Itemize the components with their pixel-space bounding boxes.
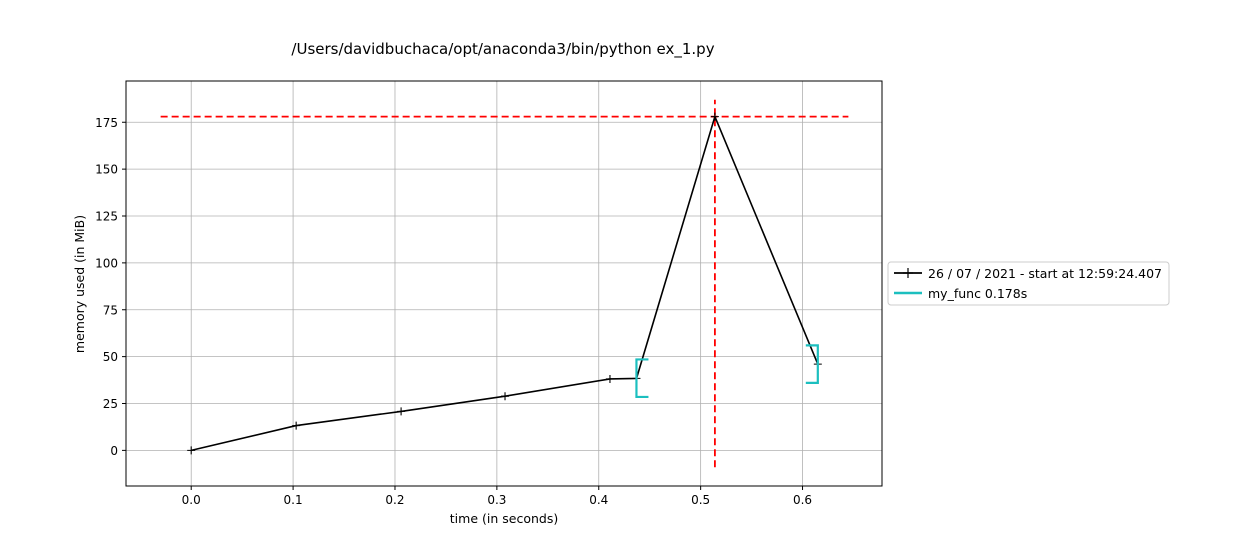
legend-label-series: 26 / 07 / 2021 - start at 12:59:24.407 [928, 266, 1162, 281]
y-tick-label: 100 [95, 256, 118, 270]
x-tick-label: 0.4 [589, 493, 608, 507]
y-tick-label: 175 [95, 116, 118, 130]
x-tick-label: 0.2 [385, 493, 404, 507]
x-tick-label: 0.6 [793, 493, 812, 507]
function-end-bracket [805, 344, 819, 384]
y-tick-label: 75 [103, 303, 118, 317]
legend-label-function: my_func 0.178s [928, 286, 1027, 301]
data-point-marker [187, 446, 196, 455]
data-point-marker [710, 112, 719, 121]
data-point-marker [292, 421, 301, 430]
axis-ticks: 0.0 0.1 0.2 0.3 0.4 0.5 0.6 0 25 50 75 100 125 150 175 [95, 116, 812, 507]
function-start-bracket [635, 358, 649, 399]
x-tick-label: 0.5 [691, 493, 710, 507]
data-point-marker [397, 407, 406, 416]
y-axis-label: memory used (in MiB) [72, 215, 87, 353]
chart-title: /Users/davidbuchaca/opt/anaconda3/bin/py… [291, 40, 714, 59]
y-tick-label: 25 [103, 397, 118, 411]
x-tick-label: 0.0 [182, 493, 201, 507]
peak-markers [160, 99, 849, 468]
plot-area-frame [125, 80, 883, 487]
legend: 26 / 07 / 2021 - start at 12:59:24.407 m… [887, 261, 1170, 306]
grid-lines [126, 81, 882, 486]
legend-marker-plus [903, 268, 913, 278]
series-line [191, 114, 819, 452]
x-axis-label: time (in seconds) [450, 511, 558, 526]
data-point-marker [501, 392, 510, 401]
y-tick-label: 0 [110, 444, 118, 458]
y-tick-label: 50 [103, 350, 118, 364]
y-tick-label: 150 [95, 163, 118, 177]
y-tick-label: 125 [95, 210, 118, 224]
function-brackets [635, 344, 819, 399]
x-tick-label: 0.1 [284, 493, 303, 507]
data-point-marker [605, 374, 614, 383]
x-tick-label: 0.3 [487, 493, 506, 507]
legend-frame [887, 261, 1170, 306]
